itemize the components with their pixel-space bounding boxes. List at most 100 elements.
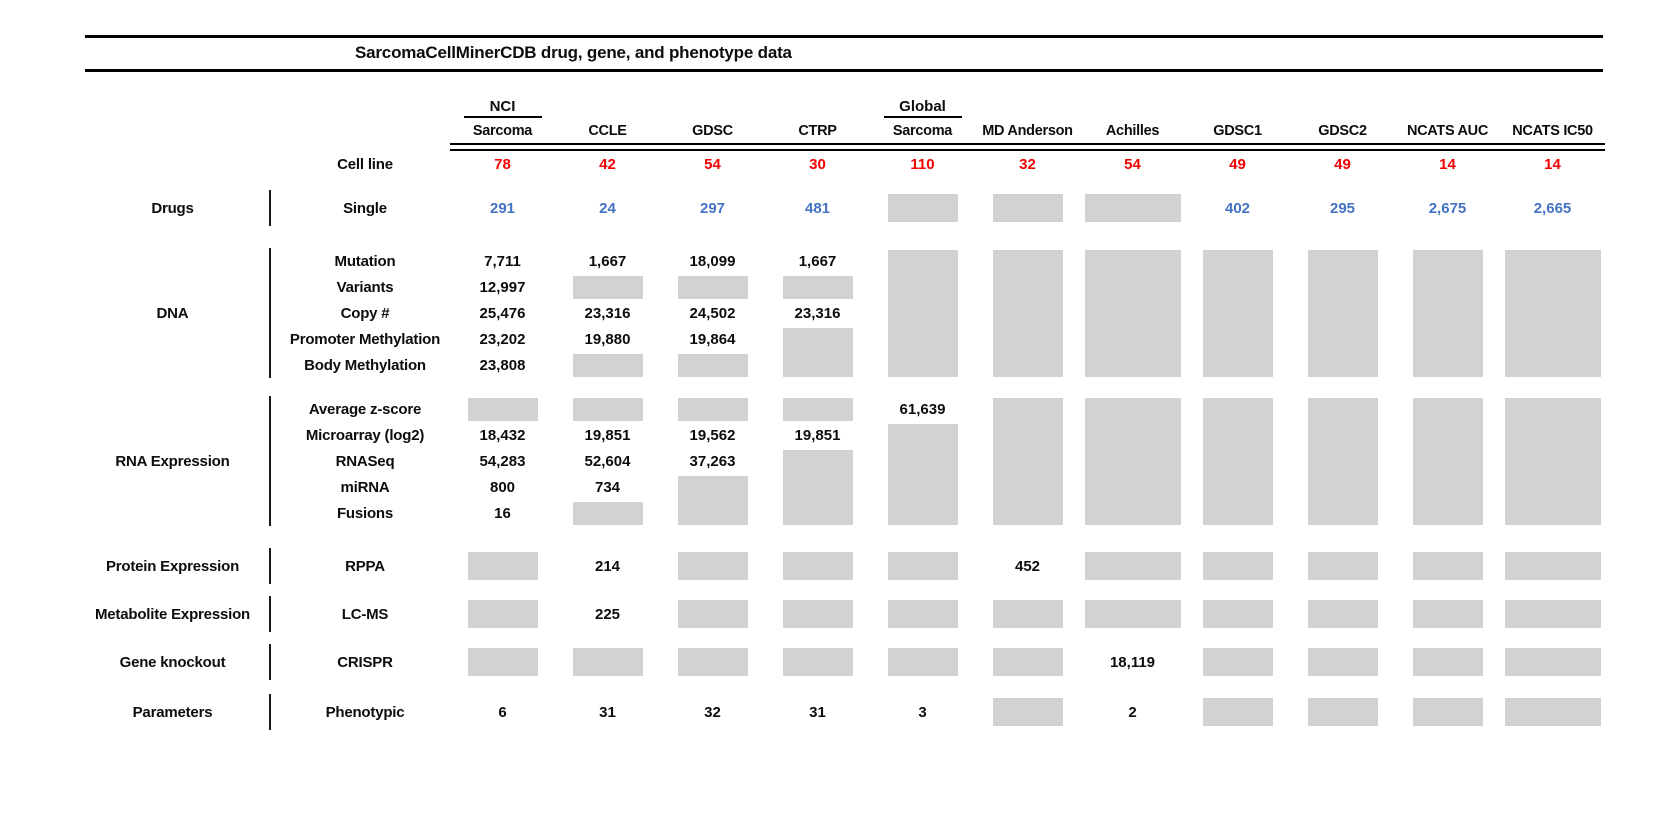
row-label: Promoter Methylation (289, 330, 441, 348)
divider-line (269, 396, 271, 526)
column-header: Sarcoma (892, 123, 953, 139)
category-label: DNA (156, 304, 189, 322)
value-cell: 297 (699, 199, 726, 217)
row-label: miRNA (340, 478, 390, 496)
value-cell: 2,665 (1533, 199, 1572, 217)
value-cell: 734 (594, 478, 621, 496)
value-cell: 18,119 (1109, 653, 1156, 671)
missing-data-box (467, 552, 538, 580)
value-cell: 1,667 (588, 252, 627, 270)
divider-line (269, 644, 271, 680)
value-cell: 19,864 (689, 330, 736, 348)
missing-data-box (782, 327, 853, 377)
category-label: Metabolite Expression (94, 605, 250, 623)
cell-line-count: 14 (1439, 155, 1456, 173)
missing-data-box (992, 648, 1063, 676)
missing-data-box (887, 648, 958, 676)
value-cell: 19,562 (689, 426, 736, 444)
column-header: Sarcoma (472, 123, 533, 139)
figure-title-bar: SarcomaCellMinerCDB drug, gene, and phen… (85, 35, 1603, 72)
value-cell: 225 (594, 605, 621, 623)
value-cell: 52,604 (584, 452, 631, 470)
row-label: Variants (336, 278, 394, 296)
missing-data-box (992, 698, 1063, 726)
column-header: CTRP (798, 123, 837, 139)
row-group-metabolite-expression: Metabolite Expression LC-MS 225 (85, 596, 1669, 632)
value-cell: 2 (1128, 703, 1137, 721)
figure-title: SarcomaCellMinerCDB drug, gene, and phen… (355, 43, 792, 62)
missing-data-box (992, 194, 1063, 222)
value-cell: 402 (1224, 199, 1251, 217)
value-cell: 23,316 (584, 304, 631, 322)
header-double-rule (450, 143, 1605, 151)
row-group-rna-expression: RNA Expression Average z-score 61,639 Micro… (85, 396, 1669, 526)
value-cell: 295 (1329, 199, 1356, 217)
missing-data-box (1504, 249, 1601, 377)
category-divider (260, 248, 280, 378)
missing-data-box (1504, 648, 1601, 676)
row-label: Body Methylation (304, 356, 426, 374)
missing-data-box (467, 648, 538, 676)
value-cell: 23,316 (794, 304, 841, 322)
cell-line-count: 49 (1334, 155, 1351, 173)
missing-data-box (1307, 552, 1378, 580)
missing-data-box (992, 249, 1063, 377)
value-cell: 800 (489, 478, 516, 496)
missing-data-box (887, 249, 958, 377)
missing-data-box (1084, 552, 1181, 580)
row-label: RNASeq (335, 452, 395, 470)
missing-data-box (1412, 249, 1483, 377)
missing-data-box (572, 501, 643, 525)
missing-data-box (677, 600, 748, 628)
row-label: Phenotypic (325, 703, 405, 721)
row-group-parameters: Parameters Phenotypic 6 31 32 31 3 2 (85, 694, 1669, 730)
figure: SarcomaCellMinerCDB drug, gene, and phen… (0, 35, 1669, 730)
cell-line-row-label: Cell line (337, 155, 393, 173)
row-label: Fusions (336, 504, 394, 522)
value-cell: 1,667 (798, 252, 837, 270)
divider-line (269, 548, 271, 584)
value-cell: 32 (704, 703, 721, 721)
category-divider (260, 190, 280, 226)
category-label: RNA Expression (115, 452, 230, 470)
value-cell: 31 (599, 703, 616, 721)
column-header: GDSC1 (1213, 123, 1262, 139)
category-divider (260, 396, 280, 526)
missing-data-box (1202, 698, 1273, 726)
cell-line-count: 78 (494, 155, 511, 173)
value-cell: 18,432 (479, 426, 526, 444)
missing-data-box (1307, 600, 1378, 628)
category-divider (260, 644, 280, 680)
missing-data-box (782, 275, 853, 299)
row-label: Copy # (340, 304, 390, 322)
missing-data-box (1202, 648, 1273, 676)
missing-data-box (572, 397, 643, 421)
row-group-protein-expression: Protein Expression RPPA 214 452 (85, 548, 1669, 584)
column-top-label: NCI (463, 98, 542, 118)
column-top-label-cell: Global (870, 98, 975, 118)
column-header: NCATS IC50 (1512, 123, 1593, 139)
missing-data-box (1307, 249, 1378, 377)
value-cell: 2,675 (1428, 199, 1467, 217)
missing-data-box (467, 600, 538, 628)
cell-line-count: 110 (910, 155, 935, 173)
missing-data-box (887, 552, 958, 580)
divider-line (269, 248, 271, 378)
missing-data-box (1412, 648, 1483, 676)
missing-data-box (467, 397, 538, 421)
missing-data-box (782, 648, 853, 676)
missing-data-box (1202, 600, 1273, 628)
missing-data-box (677, 475, 748, 525)
row-label: LC-MS (341, 605, 389, 623)
cell-line-count: 30 (809, 155, 826, 173)
category-divider (260, 596, 280, 632)
divider-line (269, 596, 271, 632)
row-group-dna: DNA Mutation 7,711 1,667 18,099 1,667 Variants… (85, 248, 1669, 378)
row-group-gene-knockout: Gene knockout CRISPR 18,119 (85, 644, 1669, 680)
value-cell: 16 (494, 504, 511, 522)
row-label: Single (343, 199, 387, 217)
category-label: Drugs (151, 199, 194, 217)
value-cell: 23,202 (479, 330, 526, 348)
table-body: Drugs Single 291 24 297 481 402 295 2,675 2,665 DN… (0, 190, 1669, 730)
missing-data-box (677, 353, 748, 377)
